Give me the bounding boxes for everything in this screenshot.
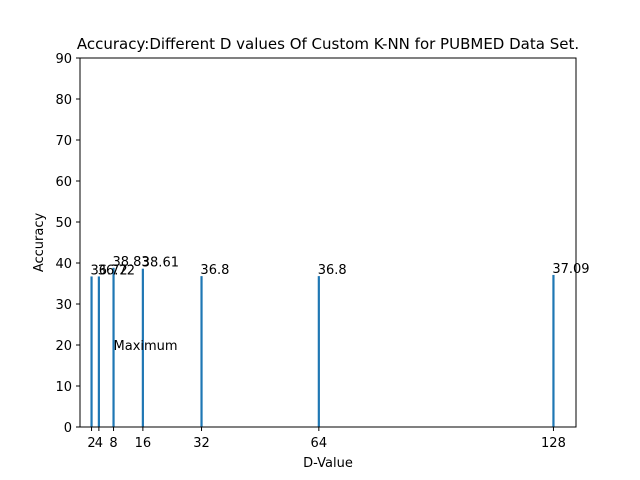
x-tick-label-4: 4 (95, 436, 103, 451)
bar-128 (552, 274, 555, 427)
x-axis-label: D-Value (303, 456, 353, 471)
x-tick-label-128: 128 (541, 436, 566, 451)
y-tick-label-0: 0 (64, 421, 72, 436)
y-tick-label-90: 90 (55, 52, 72, 67)
y-tick-label-70: 70 (55, 134, 72, 149)
bar-8 (112, 267, 115, 427)
y-tick-label-10: 10 (55, 380, 72, 395)
y-tick-label-80: 80 (55, 93, 72, 108)
y-tick-label-30: 30 (55, 298, 72, 313)
data-label-32: 36.8 (200, 263, 229, 278)
x-tick-label-8: 8 (109, 436, 117, 451)
y-axis-label: Accuracy (32, 213, 47, 273)
y-tick-label-40: 40 (55, 257, 72, 272)
bars (90, 267, 555, 427)
x-tick-label-16: 16 (135, 436, 152, 451)
data-label-8: 38.83 (112, 255, 149, 270)
y-tick-label-50: 50 (55, 216, 72, 231)
data-label-2: 36.72 (90, 263, 127, 278)
data-label-128: 37.09 (552, 262, 589, 277)
x-axis: 2 4 8 16 32 64 128 (87, 427, 566, 451)
x-tick-label-2: 2 (87, 436, 95, 451)
chart-title: Accuracy:Different D values Of Custom K-… (77, 35, 579, 53)
y-tick-label-20: 20 (55, 339, 72, 354)
data-label-16: 38.61 (142, 256, 179, 271)
y-axis: 0 10 20 30 40 50 60 70 80 90 (55, 52, 80, 436)
y-tick-label-60: 60 (55, 175, 72, 190)
bar-32 (200, 276, 203, 427)
x-tick-label-32: 32 (193, 436, 210, 451)
annotation-0: Maximum (114, 339, 178, 354)
annotations: Maximum (114, 339, 178, 354)
bar-2 (90, 276, 93, 427)
plot-frame (79, 57, 577, 428)
data-label-4: 36.72 (98, 263, 135, 278)
data-label-64: 36.8 (318, 263, 347, 278)
bar-4 (97, 276, 100, 427)
x-tick-label-64: 64 (311, 436, 328, 451)
bar-64 (317, 276, 320, 427)
bar-16 (141, 268, 144, 427)
